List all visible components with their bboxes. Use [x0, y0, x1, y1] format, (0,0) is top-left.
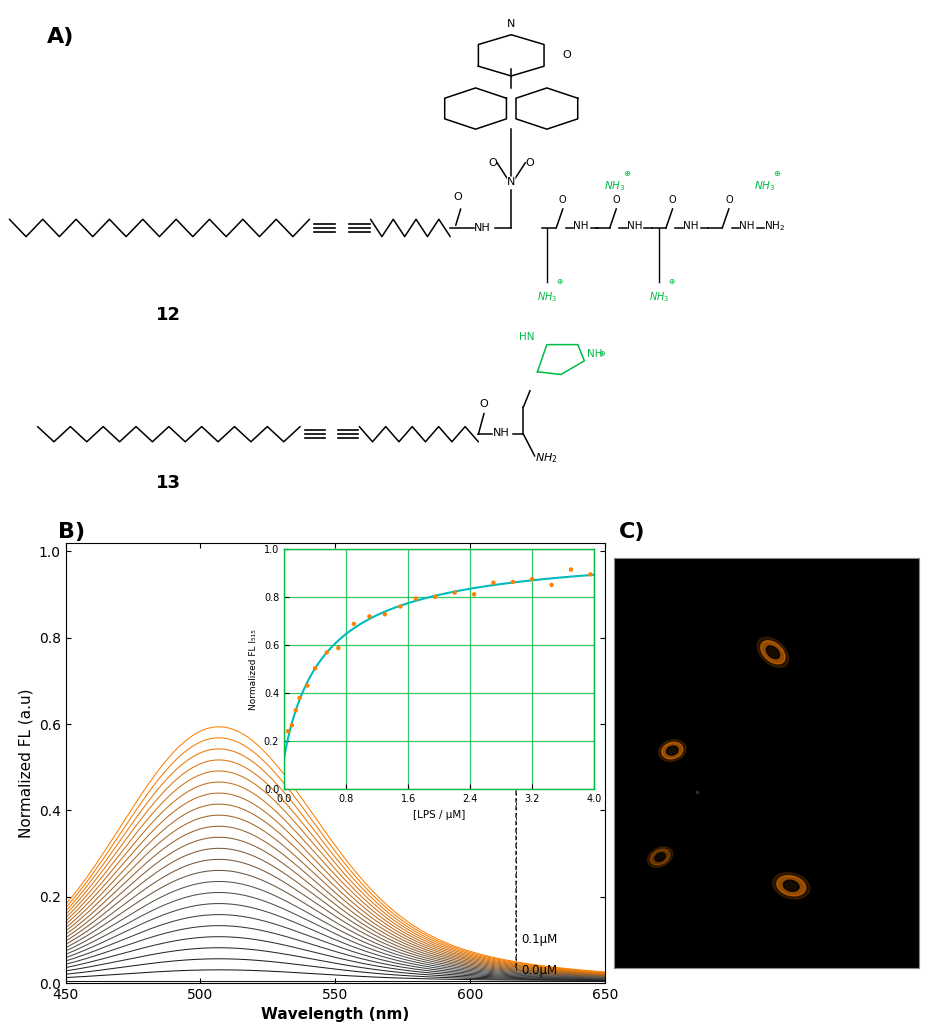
X-axis label: Wavelength (nm): Wavelength (nm): [261, 1008, 410, 1022]
Text: NH: NH: [683, 221, 699, 231]
Text: O: O: [725, 196, 733, 205]
Ellipse shape: [757, 637, 789, 668]
Text: A): A): [47, 28, 74, 47]
Text: NH: NH: [492, 428, 509, 437]
Text: 12: 12: [157, 306, 181, 324]
Text: $NH_3$: $NH_3$: [537, 291, 557, 304]
Text: 13: 13: [157, 474, 181, 492]
Y-axis label: Normalized FL (a.u): Normalized FL (a.u): [18, 688, 33, 838]
Text: $NH_3$: $NH_3$: [603, 179, 626, 193]
Text: N: N: [507, 19, 515, 30]
Ellipse shape: [773, 872, 809, 899]
Text: NH: NH: [587, 349, 603, 358]
Text: ⊕: ⊕: [623, 169, 630, 178]
Text: O: O: [453, 191, 462, 202]
Ellipse shape: [655, 853, 665, 861]
Ellipse shape: [650, 849, 670, 865]
Text: O: O: [488, 158, 497, 168]
Text: 3.6μM: 3.6μM: [522, 739, 558, 752]
Text: O: O: [563, 50, 571, 60]
Text: ⊕: ⊕: [556, 276, 562, 286]
Text: NH: NH: [474, 223, 491, 232]
Ellipse shape: [661, 742, 683, 759]
Text: $NH_3$: $NH_3$: [649, 291, 670, 304]
Text: O: O: [613, 196, 620, 205]
Text: ⊕: ⊕: [598, 349, 605, 358]
Text: NH: NH: [627, 221, 643, 231]
Text: NH: NH: [573, 221, 589, 231]
Text: ⊕: ⊕: [773, 169, 780, 178]
Text: $NH_3$: $NH_3$: [753, 179, 776, 193]
Ellipse shape: [777, 876, 806, 896]
Text: NH$_2$: NH$_2$: [764, 219, 786, 233]
Text: ⊕: ⊕: [669, 276, 674, 286]
Ellipse shape: [658, 739, 686, 762]
Text: O: O: [479, 399, 489, 410]
Text: $NH_2$: $NH_2$: [535, 452, 557, 466]
Text: O: O: [525, 158, 535, 168]
Text: 0.1μM: 0.1μM: [522, 933, 558, 946]
Ellipse shape: [647, 847, 673, 867]
Ellipse shape: [667, 746, 678, 755]
Text: O: O: [669, 196, 676, 205]
Point: [689, 783, 704, 800]
Text: N: N: [507, 177, 515, 186]
Text: NH: NH: [739, 221, 755, 231]
Text: C): C): [619, 521, 645, 542]
Text: HN: HN: [519, 332, 535, 342]
Ellipse shape: [783, 881, 799, 891]
Ellipse shape: [761, 641, 785, 664]
Text: 0.0μM: 0.0μM: [522, 964, 557, 977]
Text: O: O: [559, 196, 567, 205]
Text: B): B): [58, 521, 85, 542]
Ellipse shape: [766, 646, 779, 658]
